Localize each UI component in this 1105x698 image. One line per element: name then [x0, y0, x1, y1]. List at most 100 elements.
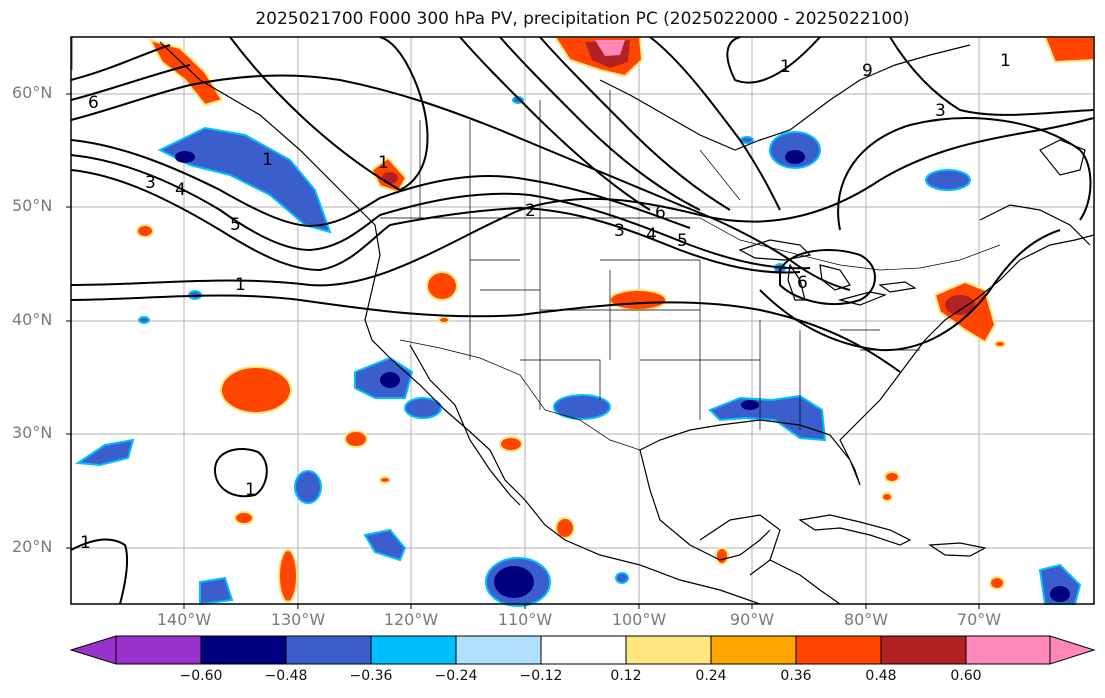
pos-blob-utah: [426, 271, 458, 301]
pv-contour-closed-pacific: [213, 448, 268, 498]
neg-blob-small-4: [615, 572, 629, 584]
lat-label: 20°N: [12, 537, 53, 556]
west-coast: [159, 41, 761, 605]
lon-label: 90°W: [729, 610, 775, 629]
pv-contour-6-loop: [779, 249, 876, 306]
pos-blob-pacific-nw: [136, 224, 154, 238]
lat-label: 60°N: [12, 83, 53, 102]
lon-label: 130°W: [270, 610, 326, 629]
great-lakes-erie: [837, 291, 888, 306]
contour-label: 1: [1000, 51, 1011, 71]
pv-contour-6: [70, 74, 851, 291]
colorbar-segment: [115, 635, 202, 665]
contour-label: 1: [80, 533, 91, 553]
positive-precip-anomalies: [136, 36, 1095, 603]
neg-blob-baja-core: [380, 372, 400, 388]
pos-blob-hawaii-strip: [278, 549, 298, 603]
colorbar-tick-label: −0.12: [519, 668, 563, 684]
pv-contour-5: [70, 139, 691, 229]
contour-label: 9: [862, 61, 873, 81]
colorbar-segment: [880, 635, 967, 665]
pos-blob-mexico-south: [555, 517, 575, 539]
contour-label: 5: [677, 231, 688, 251]
great-lakes-superior: [738, 239, 812, 261]
colorbar-tick-label: −0.48: [264, 668, 308, 684]
contour-label: 3: [935, 101, 946, 121]
pos-blob-tiny-3: [994, 340, 1006, 348]
political-borders: [71, 37, 1001, 451]
lon-label: 70°W: [956, 610, 1002, 629]
neg-blob-quebec: [925, 169, 971, 191]
neg-blob-bc-core: [175, 151, 195, 163]
neg-blob-pacific-mid: [294, 470, 322, 504]
state-lines-2: [520, 320, 920, 430]
contour-label: 3: [614, 221, 625, 241]
pv-contour-4: [70, 154, 811, 270]
central-america: [769, 559, 841, 605]
neg-blob-bc-coast: [157, 126, 332, 234]
contour-label: 1: [245, 480, 256, 500]
lon-label: 140°W: [156, 610, 212, 629]
pos-blob-tiny-2: [379, 476, 391, 484]
pos-blob-alaska: [148, 38, 224, 107]
contour-label: 1: [235, 275, 246, 295]
colorbar-tick-label: −0.60: [179, 668, 223, 684]
axis-ticks: [66, 93, 980, 609]
newfoundland: [1039, 139, 1086, 176]
coastlines: [159, 41, 1095, 605]
us-mexico-border: [399, 339, 641, 451]
colorbar-tick-label: −0.24: [434, 668, 478, 684]
great-lakes-ontario: [878, 281, 917, 293]
neg-blob-pacific-south: [363, 528, 407, 562]
pos-blob-yucatan: [715, 547, 729, 565]
pv-contour-west-stack: [70, 44, 191, 101]
colorbar-tick-label: 0.48: [865, 668, 897, 684]
neg-blob-caribbean-core: [1050, 586, 1070, 602]
pv-contour-2: [70, 117, 1095, 287]
colorbar-segment: [965, 635, 1051, 665]
pos-blob-canada-west-core: [382, 172, 398, 184]
pos-blob-hudson-north-pink: [595, 40, 625, 56]
negative-precip-anomalies: [75, 96, 1082, 607]
pv-contour-big-ring: [837, 117, 1092, 231]
lon-label: 100°W: [611, 610, 667, 629]
pos-blob-kansas: [609, 289, 667, 311]
pv-contour-sw: [70, 538, 129, 605]
neg-blob-gulf-coast: [708, 394, 827, 442]
pv-contours: [70, 36, 1095, 605]
neg-blob-gulf-core: [741, 400, 759, 410]
contour-label: 4: [175, 180, 186, 200]
lon-label: 120°W: [383, 610, 439, 629]
map-title: 2025021700 F000 300 hPa PV, precipitatio…: [255, 9, 910, 29]
pos-blob-northeast-core: [945, 295, 975, 315]
colorbar-tick-label: 0.12: [610, 668, 642, 684]
contour-label: 4: [646, 225, 657, 245]
neg-blob-texas: [553, 394, 611, 420]
colorbar-segment: [370, 635, 457, 665]
colorbar: [69, 635, 1096, 665]
gridlines: [71, 37, 1094, 604]
pos-blob-caribbean: [989, 576, 1005, 590]
canada-provinces: [419, 90, 741, 218]
colorbar-segment: [455, 635, 542, 665]
neg-blob-pacific-sw: [199, 576, 234, 606]
contour-label: 6: [797, 273, 808, 293]
contour-labels: 6 3 4 5 1 1 1 2 3 4 5 6 6 3 1 9 1 1 1: [80, 51, 1011, 553]
contour-label: 6: [655, 203, 666, 223]
pv-contour-1-west: [70, 294, 901, 373]
colorbar-segment: [540, 635, 627, 665]
labrador: [979, 204, 1091, 246]
pos-blob-pacific-tiny: [234, 511, 254, 525]
contour-label: 2: [525, 201, 536, 221]
pos-blob-pacific-big: [220, 366, 292, 414]
pv-contour-north-stack: [459, 36, 781, 211]
pos-blob-mexico-small: [499, 436, 523, 452]
state-lines-1: [469, 218, 760, 410]
colorbar-segment: [710, 635, 797, 665]
pv-contour-southeast: [759, 229, 1061, 352]
baja: [409, 344, 521, 506]
colorbar-segment: [285, 635, 372, 665]
neg-blob-small-5: [740, 136, 754, 144]
lat-label: 30°N: [12, 423, 53, 442]
